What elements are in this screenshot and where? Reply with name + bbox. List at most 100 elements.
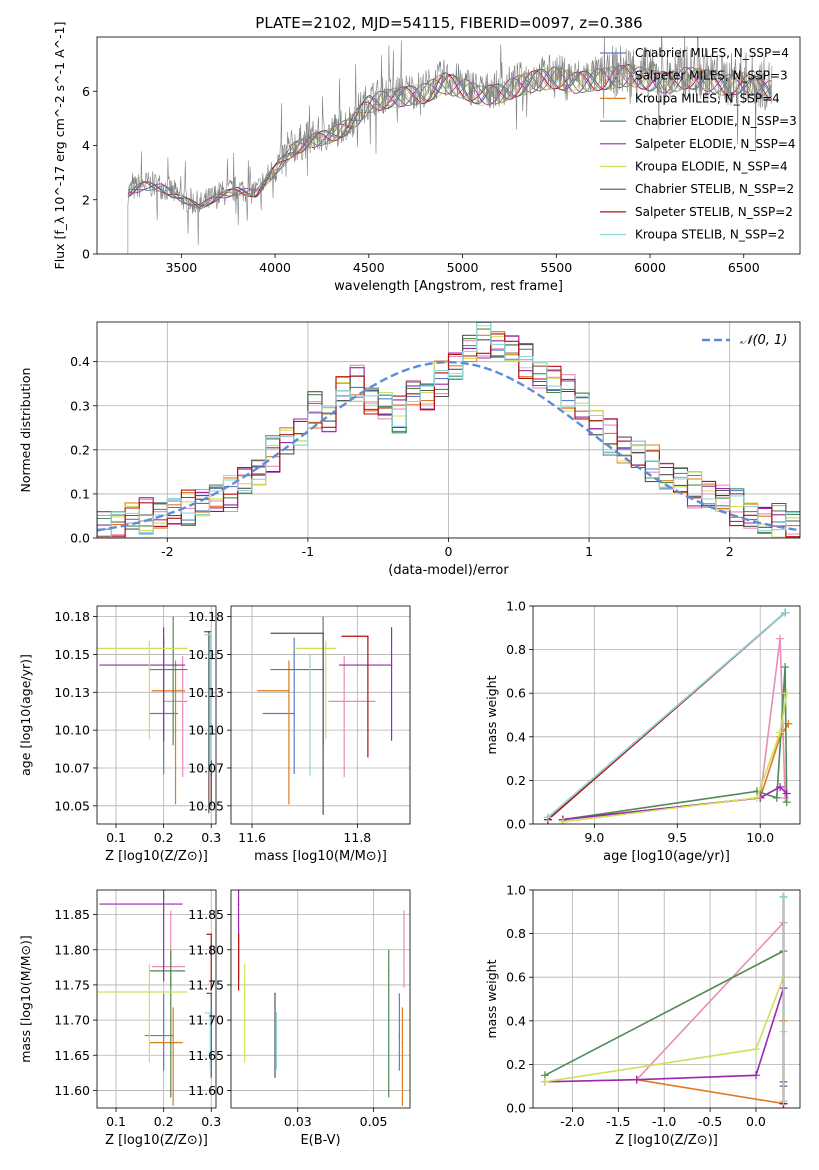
y-tick-label: 10.18 [54, 609, 90, 624]
mass-weight-line [562, 723, 790, 821]
y-tick-label: 0.6 [506, 686, 526, 701]
y-tick-label: 11.85 [54, 907, 90, 922]
plot-area [257, 616, 393, 815]
y-tick-label: 0.2 [506, 773, 526, 788]
axes-frame [230, 889, 411, 1109]
plus-marker [776, 634, 785, 643]
x-tick-label: 0.1 [106, 830, 126, 845]
data-point [172, 1041, 174, 1044]
x-axis-label: age [log10(age/yr)] [603, 849, 730, 864]
y-tick-label: 11.80 [54, 942, 90, 957]
data-point [210, 992, 213, 995]
x-axis-label: wavelength [Angstrom, rest frame] [334, 279, 563, 294]
plot-area [127, 37, 773, 254]
legend-label: Chabrier ELODIE, N_SSP=3 [635, 114, 797, 128]
x-tick-label: 5500 [540, 260, 572, 275]
plus-marker [751, 1071, 760, 1080]
data-point [162, 903, 165, 905]
data-point [275, 1012, 278, 1014]
y-tick-label: 10.13 [188, 685, 224, 700]
data-point [210, 774, 213, 777]
x-tick-label: -2.0 [560, 1114, 584, 1129]
plus-marker [543, 813, 552, 822]
x-tick-label: 0.3 [201, 1114, 221, 1129]
data-point [148, 647, 151, 650]
data-point [181, 700, 184, 703]
y-tick-label: 11.65 [54, 1048, 90, 1063]
x-tick-label: 0.2 [154, 1114, 174, 1129]
data-point [162, 664, 165, 666]
data-point [322, 632, 324, 635]
y-tick-label: 6 [82, 84, 90, 99]
axes-frame [96, 605, 217, 825]
y-tick-label: 0.0 [70, 531, 90, 546]
mass-weight-line [562, 693, 788, 823]
plus-marker [776, 728, 785, 737]
x-tick-label: 4500 [353, 260, 385, 275]
axes-frame [532, 605, 801, 825]
x-tick-label: 0 [445, 544, 453, 559]
plus-marker [782, 689, 791, 698]
weight-vs-metallicity-panel: -2.0 -1.5 -1.0 -0.5 0.0 0.0 0.2 0.4 0.6 0.8 1.0 Z [… [484, 883, 801, 1148]
x-tick-label: 0.05 [360, 1114, 388, 1129]
x-tick-label: 2 [726, 544, 734, 559]
legend-label: Salpeter MILES, N_SSP=3 [635, 69, 788, 83]
age-vs-mass-panel: 11.6 11.8 10.05 10.07 10.10 10.13 10.15 10.18 ma… [188, 605, 411, 864]
mass-weight-line [547, 611, 786, 819]
y-axis-label: mass [log10(M/M⊙)] [18, 935, 33, 1063]
legend-label: Chabrier MILES, N_SSP=4 [635, 46, 789, 60]
x-tick-label: 0.1 [106, 1114, 126, 1129]
x-tick-label: 1 [585, 544, 593, 559]
y-tick-label: 11.60 [188, 1083, 224, 1098]
residual-histogram-panel: -2 -1 0 1 2 0.0 0.1 0.2 0.3 0.4 (data-model)/error… [18, 321, 801, 578]
y-tick-label: 10.05 [54, 798, 90, 813]
x-tick-label: 10.0 [746, 830, 774, 845]
weight-vs-age-panel: 9.0 9.5 10.0 0.0 0.2 0.4 0.6 0.8 1.0 age [log10(a… [484, 599, 801, 864]
axes-frame [532, 889, 801, 1109]
x-tick-label: 3500 [165, 260, 197, 275]
legend-label: Salpeter STELIB, N_SSP=2 [635, 205, 793, 219]
y-tick-label: 0.8 [506, 642, 526, 657]
residual-histogram-step [97, 322, 800, 538]
axes-frame [96, 889, 217, 1109]
y-tick-label: 0.2 [70, 442, 90, 457]
axes-frame [96, 36, 801, 255]
x-tick-label: -2 [161, 544, 173, 559]
data-point [343, 700, 345, 703]
plus-marker [781, 793, 790, 802]
x-tick-label: 6000 [634, 260, 666, 275]
y-tick-label: 11.75 [188, 977, 224, 992]
y-axis-label: age [log10(age/yr)] [18, 654, 33, 776]
plus-marker [781, 608, 790, 617]
plot-area [97, 890, 213, 1106]
observed-spectrum-line [127, 37, 773, 254]
plus-marker [540, 1077, 549, 1086]
data-point [274, 992, 276, 995]
data-point [401, 1041, 404, 1044]
data-point [174, 689, 177, 692]
y-tick-label: 10.10 [188, 723, 224, 738]
x-tick-label: 5000 [447, 260, 479, 275]
legend-label: Kroupa STELIB, N_SSP=2 [635, 228, 785, 242]
x-axis-label: mass [log10(M/M⊙)] [254, 849, 387, 864]
y-tick-label: 10.15 [188, 647, 224, 662]
x-tick-label: 0.2 [154, 830, 174, 845]
x-tick-label: 11.8 [343, 830, 371, 845]
y-tick-label: 10.07 [54, 760, 90, 775]
y-tick-label: 10.10 [54, 723, 90, 738]
y-tick-label: 0.6 [506, 970, 526, 985]
data-point [293, 712, 295, 715]
y-tick-label: 4 [82, 138, 90, 153]
y-tick-label: 11.70 [188, 1013, 224, 1028]
x-tick-label: 4000 [259, 260, 291, 275]
age-vs-metallicity-panel: 0.1 0.2 0.3 10.05 10.07 10.10 10.13 10.15 10.18 Z… [18, 605, 221, 864]
y-tick-label: 0.4 [70, 354, 90, 369]
y-tick-label: 0.1 [70, 486, 90, 501]
x-tick-label: 9.5 [667, 830, 687, 845]
data-point [208, 630, 210, 633]
x-tick-label: 6500 [728, 260, 760, 275]
mass-weight-line [562, 666, 788, 821]
x-tick-label: 9.0 [584, 830, 604, 845]
y-axis-label: Flux [f_λ 10^-17 erg cm^-2 s^-1 A^-1] [52, 22, 67, 270]
y-tick-label: 0.3 [70, 398, 90, 413]
